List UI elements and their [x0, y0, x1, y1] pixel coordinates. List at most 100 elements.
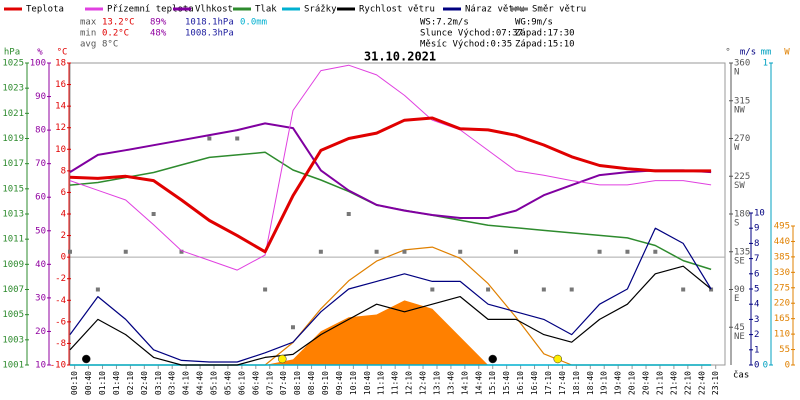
- sun-moon-marker: [488, 354, 497, 364]
- y-tick-label: -4: [55, 296, 66, 306]
- y-tick-label: 1015: [2, 184, 24, 194]
- y-tick-label: 1005: [2, 310, 24, 320]
- y-tick-label: 90: [734, 285, 745, 295]
- y-tick-label: 6: [61, 188, 66, 198]
- y-tick-label: 0: [763, 361, 768, 371]
- x-tick-label: 07:10: [265, 371, 274, 395]
- x-tick-label: 14:40: [474, 371, 483, 395]
- y-tick-label: 360: [734, 59, 750, 69]
- direction-point: [179, 249, 184, 254]
- y-tick-label: 14: [55, 102, 66, 112]
- stat-text: 8°C: [102, 40, 118, 50]
- direction-point: [430, 287, 435, 292]
- x-tick-label: 18:40: [586, 371, 595, 395]
- x-tick-label: 02:10: [126, 371, 135, 395]
- axis-unit: m/s: [740, 48, 756, 58]
- y-tick-label: 3: [754, 315, 759, 325]
- y-tick-label: 0: [61, 253, 66, 263]
- info-text: Západ:15:10: [515, 40, 575, 50]
- series-line: [69, 122, 712, 219]
- direction-point: [513, 249, 518, 254]
- compass-label: NW: [734, 105, 745, 115]
- y-tick-label: 80: [35, 126, 46, 136]
- x-tick-label: 15:10: [488, 371, 497, 395]
- x-tick-label: 06:40: [251, 371, 260, 395]
- x-tick-label: 17:10: [544, 371, 553, 395]
- y-tick-label: 385: [774, 252, 790, 262]
- compass-label: NE: [734, 332, 745, 342]
- y-tick-label: 50: [35, 226, 46, 236]
- y-tick-label: 40: [35, 260, 46, 270]
- x-tick-label: 04:40: [196, 371, 205, 395]
- info-text: Západ:17:30: [515, 29, 575, 39]
- x-tick-label: 21:10: [655, 371, 664, 395]
- x-tick-label: 17:40: [558, 371, 567, 395]
- y-tick-label: 10: [754, 209, 765, 219]
- y-tick-label: 4: [61, 210, 66, 220]
- y-tick-label: 55: [779, 345, 790, 355]
- stat-text: 89%: [150, 18, 167, 28]
- y-tick-label: 45: [734, 323, 745, 333]
- y-tick-label: 9: [754, 224, 759, 234]
- legend-label: Přízemní teplota: [107, 5, 194, 15]
- x-tick-label: 11:10: [377, 371, 386, 395]
- series-line: [69, 116, 712, 254]
- y-tick-label: 110: [774, 330, 790, 340]
- y-tick-label: -10: [50, 361, 66, 371]
- x-tick-label: 00:40: [84, 371, 93, 395]
- direction-point: [68, 249, 72, 254]
- compass-label: S: [734, 219, 739, 229]
- y-tick-label: 60: [35, 193, 46, 203]
- y-tick-label: 2: [754, 330, 759, 340]
- direction-point: [597, 249, 602, 254]
- direction-point: [402, 249, 407, 254]
- direction-point: [235, 136, 240, 141]
- direction-point: [653, 249, 658, 254]
- series-line: [69, 64, 712, 271]
- direction-point: [151, 212, 156, 216]
- axis-unit: °: [725, 48, 730, 58]
- y-tick-label: 1007: [2, 285, 24, 295]
- y-tick-label: 70: [35, 159, 46, 169]
- direction-point: [123, 249, 128, 254]
- direction-point: [346, 212, 351, 216]
- y-tick-label: -2: [55, 274, 66, 284]
- y-tick-label: 180: [734, 210, 750, 220]
- info-text: Slunce Východ:07:37: [420, 29, 523, 39]
- y-tick-label: 330: [774, 268, 790, 278]
- y-tick-label: 495: [774, 222, 790, 232]
- x-tick-label: 01:40: [112, 371, 121, 395]
- series-line: [69, 265, 712, 366]
- info-text: WG:9m/s: [515, 18, 553, 28]
- direction-point: [318, 249, 323, 254]
- y-tick-label: 1019: [2, 134, 24, 144]
- y-tick-label: 10: [35, 361, 46, 371]
- y-tick-label: 10: [55, 145, 66, 155]
- x-tick-label: 10:40: [363, 371, 372, 395]
- legend-label: Srážky: [304, 5, 337, 15]
- sun-moon-marker: [82, 354, 91, 364]
- x-tick-label: 20:40: [642, 371, 651, 395]
- y-tick-label: 1: [754, 345, 759, 355]
- x-tick-label: 16:40: [530, 371, 539, 395]
- info-text: WS:7.2m/s: [420, 18, 469, 28]
- y-tick-label: 1009: [2, 260, 24, 270]
- x-tick-label: 12:10: [405, 371, 414, 395]
- direction-point: [290, 325, 295, 330]
- axis-unit: mm: [761, 48, 772, 58]
- y-tick-label: 90: [35, 92, 46, 102]
- y-tick-label: 16: [55, 80, 66, 90]
- direction-point: [374, 249, 379, 254]
- info-text: Měsíc Východ:0:35: [420, 40, 512, 50]
- y-tick-label: 1025: [2, 59, 24, 69]
- x-tick-label: 01:10: [98, 371, 107, 395]
- stat-text: min: [80, 29, 96, 39]
- y-tick-label: 225: [734, 172, 750, 182]
- compass-label: W: [734, 143, 740, 153]
- y-tick-label: 0: [754, 361, 759, 371]
- x-axis-label: čas: [733, 370, 749, 381]
- radiation-area: [70, 300, 712, 365]
- x-tick-label: 02:40: [140, 371, 149, 395]
- y-tick-label: 6: [754, 269, 759, 279]
- x-tick-label: 08:10: [293, 371, 302, 395]
